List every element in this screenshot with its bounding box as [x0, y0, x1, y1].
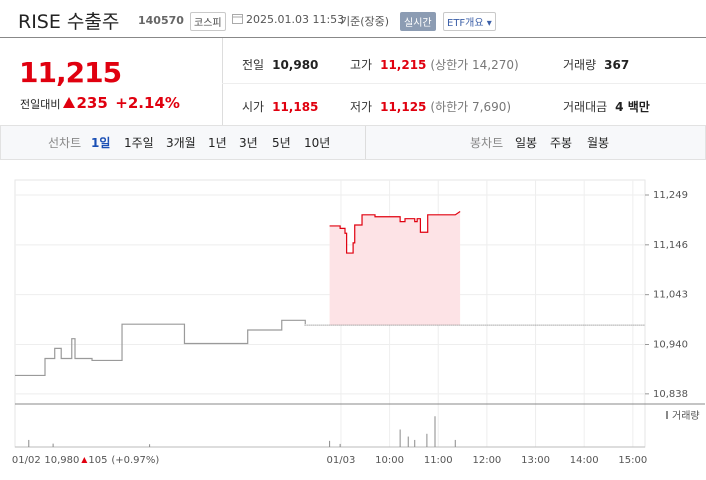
summary-item: 거래대금 4 백만 [563, 96, 650, 115]
up-icon [81, 457, 88, 463]
legend-swatch [666, 411, 668, 419]
summary-label: 시가 [242, 100, 265, 114]
period-tab[interactable]: 1년 [208, 136, 227, 150]
row-divider [222, 83, 706, 84]
y-tick-label: 11,043 [653, 290, 688, 301]
summary-item: 거래량 367 [563, 54, 629, 73]
summary-item: 저가 11,125 (하한가 7,690) [350, 96, 511, 115]
price-line [329, 210, 461, 254]
summary-value: 11,215 [380, 58, 427, 72]
change-label: 전일대비 [20, 98, 61, 111]
etf-label: ETF개요 [447, 18, 484, 29]
summary-value: 367 [604, 58, 630, 72]
tab-label: 선차트 [48, 136, 82, 150]
area [329, 211, 461, 326]
summary-value: 4 백만 [615, 100, 650, 114]
etf-button[interactable]: ETF개요 ▾ [443, 12, 496, 31]
summary-note: (상한가 14,270) [430, 58, 519, 72]
change-row: 전일대비 235 +2.14% [20, 94, 180, 112]
x-tick-label: 11:00 [424, 455, 453, 466]
x-tick-label: 10:00 [375, 455, 404, 466]
period-tab[interactable]: 3년 [239, 136, 258, 150]
x-tick-label: 13:00 [521, 455, 550, 466]
x-tick-label: 15:00 [618, 455, 647, 466]
etf-name: RISE 수출주 [18, 11, 120, 33]
period-tab[interactable]: 3개월 [166, 136, 196, 150]
summary-note: (하한가 7,690) [430, 100, 512, 114]
candle-tab[interactable]: 월봉 [587, 136, 610, 150]
prev-pct: (+0.97%) [111, 455, 159, 466]
market-badge: 코스피 [190, 12, 226, 31]
x-tick-label: 12:00 [472, 455, 501, 466]
summary-label: 저가 [350, 100, 373, 114]
summary-label: 거래대금 [563, 100, 608, 114]
tab-divider [365, 126, 366, 159]
prev-change: 105 [88, 455, 107, 466]
summary-label: 전일 [242, 58, 265, 72]
tab-label: 봉차트 [470, 136, 504, 150]
realtime-button[interactable]: 실시간 [400, 12, 436, 31]
prev-price: 10,980 [44, 455, 79, 466]
period-tab[interactable]: 10년 [304, 136, 331, 150]
y-tick-label: 11,249 [653, 190, 688, 201]
x-tick-label: 01/03 [327, 455, 356, 466]
x-tick-label: 14:00 [570, 455, 599, 466]
summary-value: 11,185 [272, 100, 319, 114]
y-tick-label: 10,838 [653, 389, 688, 400]
summary-item: 고가 11,215 (상한가 14,270) [350, 54, 519, 73]
period-tab[interactable]: 5년 [272, 136, 291, 150]
candle-tab[interactable]: 일봉 [515, 136, 538, 150]
period-tab[interactable]: 1주일 [124, 136, 154, 150]
top-border [0, 37, 706, 38]
summary-value: 10,980 [272, 58, 319, 72]
summary-item: 시가 11,185 [242, 96, 318, 115]
y-tick-label: 11,146 [653, 240, 688, 251]
x-tick-label: 01/02 [12, 455, 41, 466]
summary-value: 11,125 [380, 100, 427, 114]
basis: 기준(장중) [340, 15, 390, 28]
up-icon [63, 97, 76, 108]
price-line [15, 319, 306, 377]
legend-label: 거래량 [672, 410, 700, 422]
calendar-icon [232, 14, 243, 24]
summary-label: 거래량 [563, 58, 597, 72]
change: 235 [76, 94, 108, 112]
summary-label: 고가 [350, 58, 373, 72]
divider [222, 38, 223, 125]
period-tab[interactable]: 1일 [91, 136, 111, 150]
tab-bar [0, 125, 706, 160]
datetime: 2025.01.03 11:53 [246, 13, 345, 26]
y-tick-label: 10,940 [653, 339, 688, 350]
code: 140570 [138, 14, 184, 27]
candle-tab[interactable]: 주봉 [550, 136, 573, 150]
current-price: 11,215 [19, 56, 122, 89]
change-pct: +2.14% [115, 94, 180, 112]
summary-item: 전일 10,980 [242, 54, 318, 73]
